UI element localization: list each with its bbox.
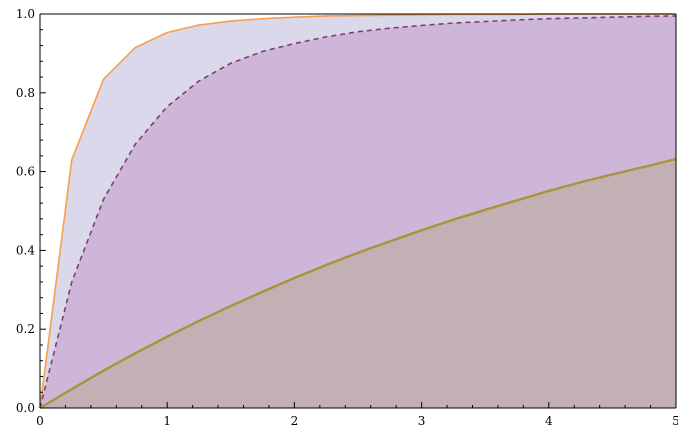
series-fills [40,14,676,408]
ticks [39,13,677,409]
series-3-area [40,158,676,408]
axes [39,13,677,409]
y-tick-label: 0.2 [16,322,35,336]
x-tick-label: 5 [672,414,678,428]
y-tick-label: 0.8 [16,86,35,100]
y-tick-label: 1.0 [16,7,35,21]
series-3-line [39,157,677,410]
y-tick-label: 0.4 [16,243,35,257]
x-tick-label: 3 [418,414,426,428]
x-tick-label: 4 [545,414,553,428]
x-tick-label: 0 [36,414,44,428]
tick-labels: 0 1 2 3 4 5 0.0 0.2 0.4 0.6 0.8 1.0 [16,7,678,428]
y-tick-label: 0.6 [16,165,35,179]
x-tick-label: 2 [291,414,299,428]
x-tick-label: 1 [163,414,171,428]
y-tick-label: 0.0 [16,401,35,415]
series-2-line [39,15,677,409]
